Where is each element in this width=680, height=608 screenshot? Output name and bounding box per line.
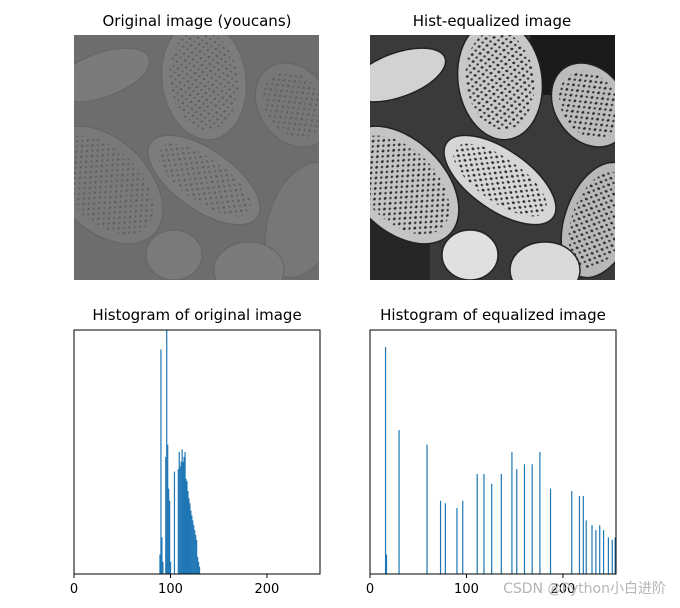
histogram-bar: [611, 539, 613, 574]
equalized-image-title: Hist-equalized image: [412, 12, 572, 30]
histogram-bar: [192, 520, 194, 574]
histogram-bar: [582, 495, 584, 574]
histogram-bar: [197, 556, 199, 574]
histogram-bar: [184, 452, 186, 574]
histogram-bar: [578, 495, 581, 574]
histogram-bar: [187, 491, 189, 574]
x-tick-label: 200: [551, 582, 576, 597]
histogram-bar: [585, 520, 587, 574]
histogram-bar: [426, 444, 428, 574]
histogram-bar: [483, 473, 485, 574]
histogram-bar: [160, 349, 162, 574]
histogram-bar: [384, 347, 387, 574]
histogram-bar: [591, 525, 593, 574]
histogram-bar: [398, 430, 400, 574]
histogram-bar: [169, 561, 172, 574]
histogram-bar: [166, 330, 168, 574]
histogram-bar: [491, 483, 493, 574]
histogram-equalized-chart: 0 100 200: [366, 329, 617, 597]
watermark: CSDN @Python小白进阶: [503, 581, 666, 597]
histogram-bar: [539, 452, 541, 574]
x-tick-label: 100: [158, 582, 183, 597]
axes-frame: [369, 329, 617, 575]
x-tick-label: 0: [70, 582, 78, 597]
histogram-bar: [190, 510, 192, 574]
histogram-bar: [439, 500, 442, 574]
histogram-bar: [599, 525, 601, 574]
histogram-bar: [614, 537, 616, 574]
histogram-bar: [549, 488, 552, 574]
histogram-bar: [191, 515, 193, 574]
histogram-bar: [195, 534, 197, 574]
x-tick-label: 0: [366, 582, 374, 597]
histogram-original-chart: 0 100 200: [70, 329, 321, 597]
histogram-bar: [476, 473, 478, 574]
histogram-bar: [159, 554, 161, 574]
histogram-bar: [607, 537, 609, 574]
histogram-bar: [168, 488, 170, 574]
histogram-bar: [571, 491, 573, 574]
histogram-bar: [162, 561, 164, 574]
histogram-bar: [165, 456, 167, 574]
histogram-bar: [456, 508, 458, 574]
histogram-bar: [595, 530, 597, 574]
histogram-bar: [516, 469, 518, 574]
histogram-bar: [444, 503, 446, 574]
histogram-bar: [183, 456, 185, 574]
histogram-bar: [511, 452, 513, 574]
histogram-bar: [169, 500, 171, 574]
histogram-bar: [602, 530, 605, 574]
histogram-bar: [161, 537, 163, 574]
equalized-image-drawing: [370, 35, 615, 280]
histogram-bar: [182, 461, 184, 574]
histogram-bar: [173, 471, 176, 574]
histogram-bar: [186, 481, 188, 574]
original-image-title: Original image (youcans): [102, 12, 292, 30]
hist-equalized-title: Histogram of equalized image: [380, 306, 606, 324]
histogram-bar: [462, 500, 464, 574]
x-tick-label: 100: [454, 582, 479, 597]
histogram-bar: [531, 464, 533, 574]
original-image-drawing: [74, 35, 319, 280]
histogram-bar: [385, 554, 388, 574]
histogram-bar: [180, 461, 182, 574]
histogram-bar: [188, 498, 190, 574]
x-tick-label: 200: [255, 582, 280, 597]
hist-original-title: Histogram of original image: [92, 306, 302, 324]
histogram-bar: [197, 561, 200, 574]
histogram-bar: [185, 478, 187, 574]
histogram-bar: [181, 449, 183, 574]
histogram-bar: [167, 444, 169, 574]
histogram-bar: [178, 452, 180, 574]
histogram-bar: [193, 525, 195, 574]
axes-frame: [73, 329, 321, 575]
histogram-bar: [194, 530, 196, 574]
histogram-bar: [179, 466, 181, 574]
histogram-bar: [189, 503, 191, 574]
equalized-image: [370, 35, 615, 280]
histogram-bar: [196, 539, 198, 574]
histogram-bar: [177, 469, 179, 574]
histogram-bar: [198, 566, 201, 574]
histogram-bar: [500, 473, 502, 574]
original-image: [74, 35, 319, 280]
histogram-bar: [523, 464, 526, 574]
